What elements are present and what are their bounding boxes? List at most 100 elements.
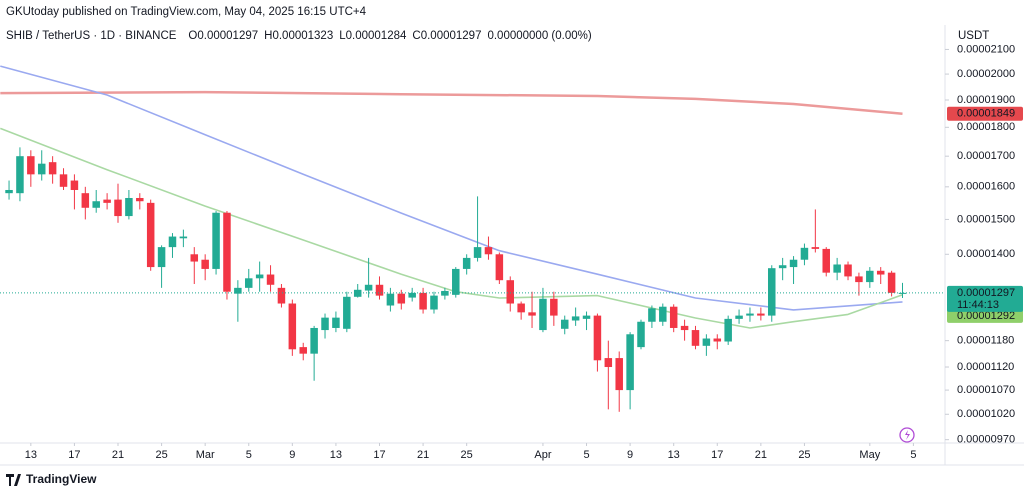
candle-body	[484, 247, 493, 255]
candle-body	[103, 199, 111, 203]
candle-body	[724, 318, 732, 342]
ohlc-key: O	[188, 30, 197, 42]
x-tick-label: 17	[711, 449, 723, 461]
candle-body	[37, 163, 46, 175]
candle-body	[550, 298, 558, 316]
brand: TradingView	[6, 472, 97, 486]
x-tick-label: May	[859, 449, 880, 461]
x-tick-label: 17	[68, 449, 80, 461]
candle-body	[266, 274, 275, 285]
candle-body	[462, 257, 471, 269]
candle-body	[16, 156, 24, 194]
moving-average	[0, 65, 903, 311]
ma-badge	[947, 106, 1023, 121]
candle-body	[125, 197, 133, 217]
candle-body	[157, 247, 166, 268]
candle-body	[822, 248, 830, 273]
brand-logo	[6, 474, 21, 486]
ma-badge-label: 0.00001292	[957, 310, 1015, 322]
candle-body	[778, 265, 787, 269]
ohlc-key: L	[339, 30, 346, 42]
change: 0.00000000 (0.00%)	[487, 30, 591, 42]
candle-body	[713, 338, 722, 342]
y-tick-label: 0.00002100	[957, 43, 1015, 55]
x-tick-label: 13	[668, 449, 680, 461]
y-tick-label: 0.00001500	[957, 213, 1015, 225]
flash-icon	[899, 427, 915, 443]
candle-body	[517, 303, 525, 313]
candle-body	[48, 162, 57, 175]
candle-body	[386, 293, 395, 306]
candle-body	[408, 292, 416, 298]
ohlc-value: 0.00001297	[421, 30, 482, 42]
last-price-badge	[947, 285, 1023, 312]
candle-body	[735, 315, 743, 319]
candle-body	[223, 212, 231, 292]
candle-body	[582, 315, 591, 319]
ohlc-value: 0.00001297	[197, 30, 258, 42]
x-tick-label: 13	[25, 449, 37, 461]
ohlc-value: 0.00001323	[272, 30, 333, 42]
published-note: GKUtoday published on TradingView.com, M…	[6, 6, 367, 18]
candle-body	[691, 330, 700, 346]
candle-body	[768, 268, 776, 316]
candle-body	[680, 325, 689, 331]
x-tick-label: 25	[798, 449, 810, 461]
candle-body	[855, 276, 863, 283]
x-tick-label: 25	[155, 449, 167, 461]
ma-badge-label: 0.00001849	[957, 108, 1015, 120]
candle-body	[495, 254, 504, 281]
y-tick-label: 0.00001600	[957, 181, 1015, 193]
candle-body	[833, 264, 841, 273]
currency: USDT	[958, 30, 989, 42]
candle-body	[179, 236, 188, 239]
candle-body	[887, 272, 896, 293]
candle-body	[593, 315, 602, 361]
y-tick-label: 0.00001120	[957, 361, 1014, 373]
candle-body	[506, 280, 515, 304]
candle-body	[168, 236, 177, 248]
y-tick-label: 0.00001400	[957, 248, 1015, 260]
candle-body	[277, 287, 286, 304]
candle-body	[81, 193, 90, 208]
candle-body	[473, 247, 482, 258]
candle-body	[332, 317, 340, 328]
x-tick-label: 5	[583, 449, 589, 461]
candle-body	[310, 327, 318, 354]
y-tick-label: 0.00000970	[957, 434, 1015, 446]
candle-body	[866, 270, 874, 283]
candle-body	[648, 308, 656, 322]
x-tick-label: 21	[755, 449, 767, 461]
candle-body	[452, 268, 460, 295]
candle-body	[92, 201, 100, 208]
x-tick-label: 21	[417, 449, 429, 461]
candle-body	[789, 259, 798, 268]
countdown: 11:44:13	[957, 299, 999, 311]
candle-body	[669, 306, 678, 328]
y-tick-label: 0.00002000	[957, 68, 1015, 80]
flash-bolt	[905, 430, 910, 440]
x-tick-label: 5	[246, 449, 252, 461]
candle-body	[876, 270, 885, 275]
x-tick-label: 25	[461, 449, 473, 461]
header: GKUtoday published on TradingView.com, M…	[6, 6, 989, 42]
candle-body	[288, 303, 297, 350]
candle-body	[5, 189, 13, 194]
candle-body	[234, 287, 242, 294]
x-tick-label: 9	[627, 449, 633, 461]
ohlc-value: 0.00001284	[346, 30, 407, 42]
candle-body	[898, 292, 907, 294]
moving-average	[0, 90, 903, 115]
candle-body	[364, 284, 373, 291]
x-tick-label: 17	[373, 449, 385, 461]
x-tick-label: 5	[910, 449, 916, 461]
ohlc-key: C	[412, 30, 420, 42]
flash-circle	[899, 427, 915, 443]
y-tick-label: 0.00001700	[957, 150, 1015, 162]
candle-body	[321, 317, 329, 331]
candle-body	[844, 264, 852, 277]
x-tick-label: Mar	[196, 449, 215, 461]
candle-body	[604, 358, 613, 368]
candle-body	[746, 313, 754, 316]
